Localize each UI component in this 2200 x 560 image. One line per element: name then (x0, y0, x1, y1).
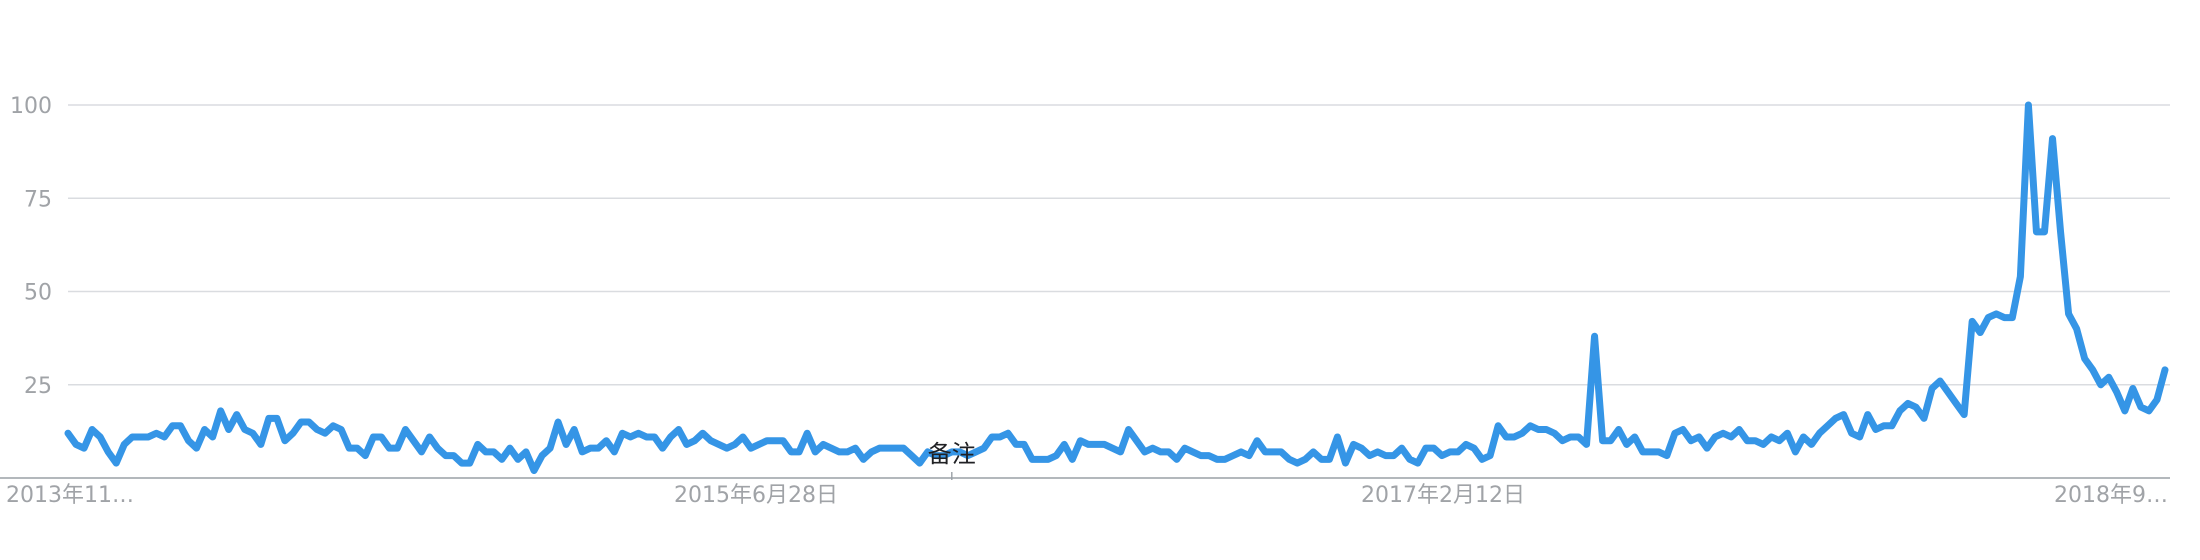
y-tick-label: 75 (24, 187, 52, 212)
x-tick-label: 2013年11… (6, 483, 134, 508)
y-tick-label: 25 (24, 374, 52, 399)
x-tick-label: 2015年6月28日 (674, 483, 838, 508)
x-axis-ticks: 2013年11… 2015年6月28日 2017年2月12日 2018年9… (6, 483, 2168, 508)
x-tick-label: 2018年9… (2054, 483, 2168, 508)
gridlines (68, 104, 2170, 386)
annotation-label[interactable]: 备注 (928, 440, 976, 468)
x-tick-label: 2017年2月12日 (1361, 483, 1525, 508)
y-tick-label: 100 (10, 94, 52, 119)
series-layer (64, 101, 2169, 475)
y-tick-label: 50 (24, 281, 52, 306)
y-axis-ticks: 25 50 75 100 (10, 94, 52, 399)
series-line (64, 101, 2169, 475)
annotation[interactable]: 备注 (928, 440, 976, 480)
